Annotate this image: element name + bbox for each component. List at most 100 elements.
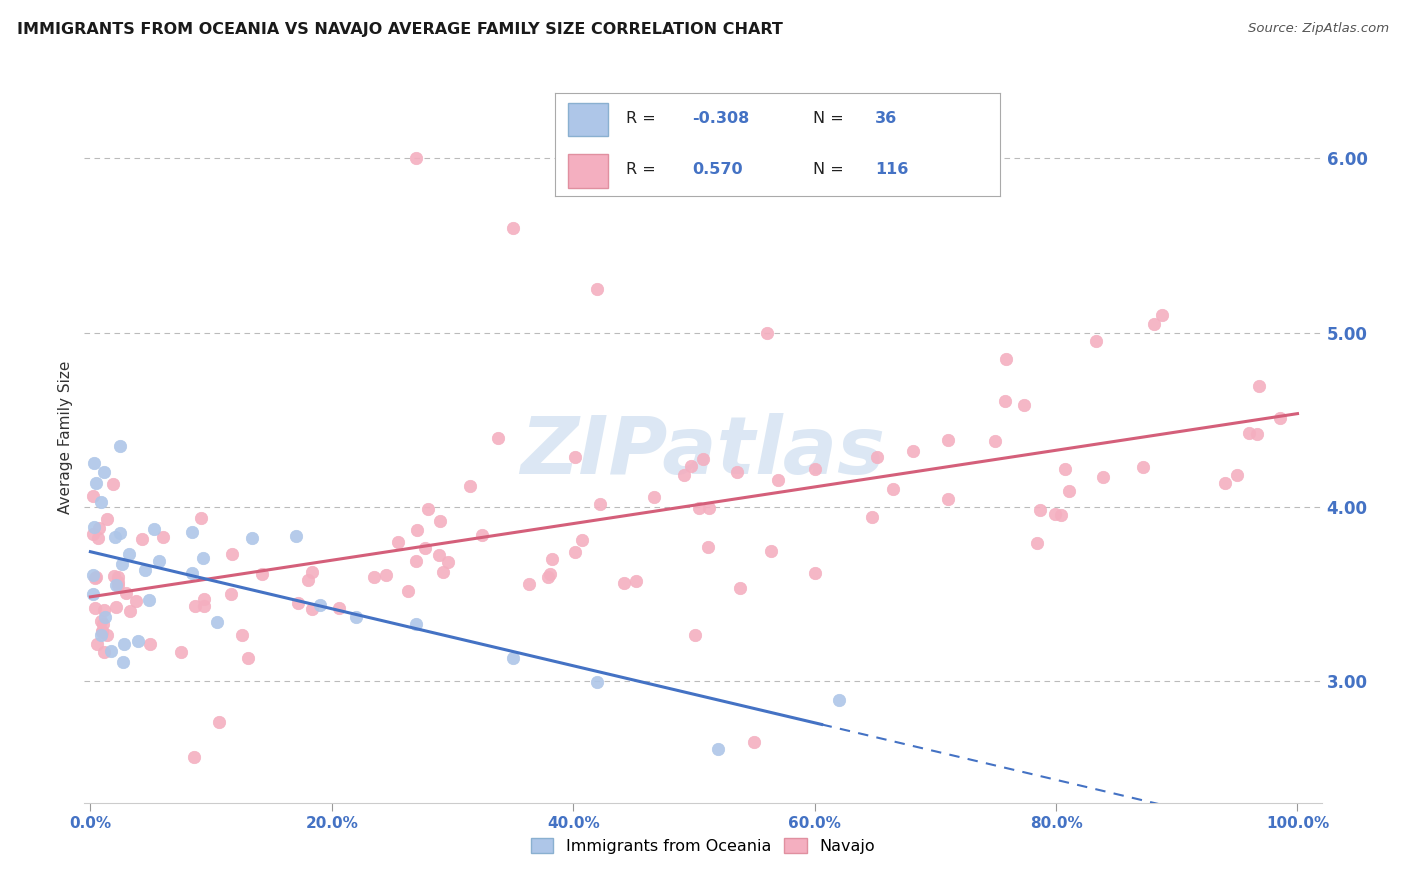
Point [93, 645, 115, 659]
Point [236, 650, 259, 665]
Point [94, 609, 117, 624]
Point [114, 586, 136, 600]
Point [83, 520, 105, 534]
Point [148, 554, 170, 568]
Point [86, 637, 108, 651]
Point [406, 523, 429, 537]
Point [540, 552, 562, 566]
Point [688, 500, 710, 515]
Point [221, 547, 243, 561]
Point [683, 628, 706, 642]
Point [502, 221, 524, 235]
Point [87, 520, 110, 534]
Point [96, 512, 118, 526]
Point [82, 587, 104, 601]
Point [866, 450, 889, 464]
Legend: Immigrants from Oceania, Navajo: Immigrants from Oceania, Navajo [524, 831, 882, 861]
Point [936, 434, 959, 448]
Point [742, 735, 765, 749]
Point [105, 600, 128, 615]
Point [193, 599, 215, 614]
Point [828, 692, 851, 706]
Text: IMMIGRANTS FROM OCEANIA VS NAVAJO AVERAGE FAMILY SIZE CORRELATION CHART: IMMIGRANTS FROM OCEANIA VS NAVAJO AVERAG… [17, 22, 783, 37]
Point [152, 530, 174, 544]
Point [672, 467, 695, 482]
Point [127, 633, 149, 648]
Point [1213, 475, 1236, 490]
Point [903, 443, 925, 458]
Point [363, 570, 385, 584]
Point [1237, 425, 1260, 440]
Point [118, 547, 141, 561]
Point [82, 568, 104, 582]
Point [692, 452, 714, 467]
Point [564, 450, 586, 465]
Point [143, 522, 166, 536]
Point [90, 495, 112, 509]
Point [427, 548, 450, 562]
Point [502, 651, 524, 665]
Point [994, 393, 1017, 408]
Point [301, 602, 323, 616]
Point [586, 282, 609, 296]
Point [486, 431, 509, 445]
Point [804, 566, 827, 581]
Point [100, 644, 122, 658]
Point [613, 576, 636, 591]
Point [93, 465, 115, 479]
Point [624, 574, 647, 588]
Point [1026, 535, 1049, 549]
Point [1012, 398, 1035, 412]
Point [90, 614, 112, 628]
Point [699, 500, 721, 515]
Point [111, 557, 134, 571]
Point [707, 742, 730, 756]
Point [240, 531, 263, 545]
Point [205, 615, 228, 629]
Point [96, 628, 118, 642]
Point [405, 616, 427, 631]
Point [1049, 508, 1071, 523]
Point [405, 554, 427, 568]
Point [87, 531, 110, 545]
Point [538, 566, 561, 581]
Point [1057, 483, 1080, 498]
Point [83, 571, 105, 585]
Point [1029, 503, 1052, 517]
Y-axis label: Average Family Size: Average Family Size [58, 360, 73, 514]
Point [995, 351, 1018, 366]
Point [418, 502, 440, 516]
Point [413, 541, 436, 555]
Point [107, 570, 129, 584]
Point [221, 587, 243, 601]
Point [571, 533, 593, 548]
Point [882, 483, 904, 497]
Point [125, 594, 148, 608]
Point [586, 675, 609, 690]
Point [1092, 470, 1115, 484]
Point [804, 462, 827, 476]
Text: Source: ZipAtlas.com: Source: ZipAtlas.com [1249, 22, 1389, 36]
Point [139, 637, 162, 651]
Point [231, 628, 253, 642]
Point [696, 540, 718, 554]
Point [83, 456, 105, 470]
Point [1143, 317, 1166, 331]
Point [193, 591, 215, 606]
Point [181, 525, 204, 540]
Point [284, 529, 307, 543]
Point [436, 555, 458, 569]
Point [405, 152, 427, 166]
Point [759, 543, 782, 558]
Point [344, 610, 367, 624]
Point [101, 477, 124, 491]
Point [190, 510, 212, 524]
Point [108, 525, 131, 540]
Point [134, 563, 156, 577]
Point [83, 601, 105, 615]
Point [91, 616, 114, 631]
Point [90, 628, 112, 642]
Point [936, 491, 959, 506]
Point [537, 570, 560, 584]
Point [120, 604, 142, 618]
